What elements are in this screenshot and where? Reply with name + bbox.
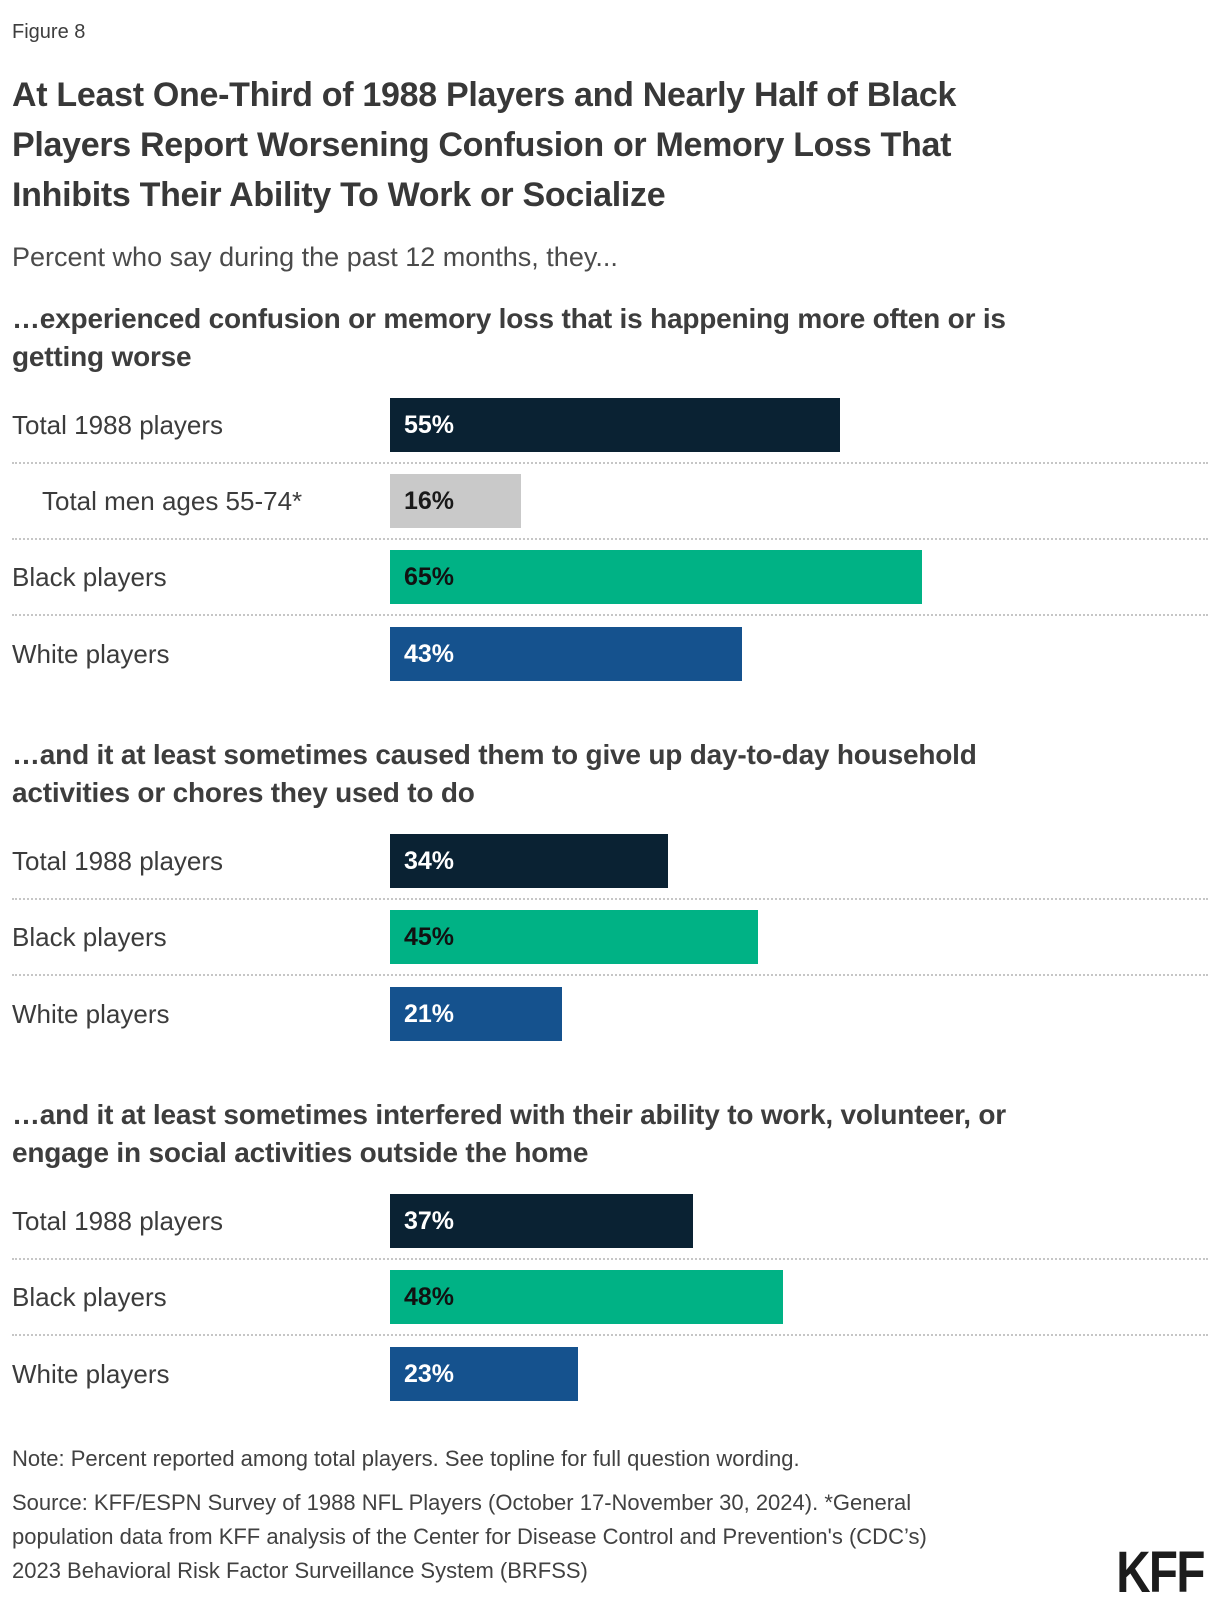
chart-row: Black players 65% <box>12 540 1208 616</box>
chart-row: White players 23% <box>12 1336 1208 1412</box>
row-category-label: Total 1988 players <box>12 1205 224 1236</box>
bar: 16% <box>390 474 521 528</box>
bar-value-label: 23% <box>404 1359 455 1388</box>
row-category-label: White players <box>12 1358 170 1389</box>
bar: 45% <box>390 910 759 964</box>
chart-row: Total 1988 players 37% <box>12 1184 1208 1260</box>
row-category-label: White players <box>12 638 170 669</box>
chart-row: Total 1988 players 55% <box>12 388 1208 464</box>
section-heading: …and it at least sometimes interfered wi… <box>12 1099 1006 1168</box>
bar-track: 21% <box>390 987 1208 1041</box>
bar-track: 34% <box>390 834 1208 888</box>
bar-track: 48% <box>390 1270 1208 1324</box>
chart-row: Total 1988 players 34% <box>12 824 1208 900</box>
bar-track: 65% <box>390 550 1208 604</box>
row-category-label: Black players <box>12 921 167 952</box>
row-category-label: White players <box>12 998 170 1029</box>
bar: 34% <box>390 834 669 888</box>
section-confusion-worsening: …experienced confusion or memory loss th… <box>12 300 1208 692</box>
row-category-label: Total men ages 55-74* <box>42 485 303 516</box>
chart-row: White players 43% <box>12 616 1208 692</box>
bar-group: Total 1988 players 34% Black players 45% Whi… <box>12 824 1208 1052</box>
bar-track: 43% <box>390 627 1208 681</box>
section-gave-up-chores: …and it at least sometimes caused them t… <box>12 736 1208 1052</box>
chart-row: Black players 45% <box>12 900 1208 976</box>
chart-row: White players 21% <box>12 976 1208 1052</box>
bar-track: 16% <box>390 474 1208 528</box>
bar-value-label: 43% <box>404 639 455 668</box>
row-category-label: Total 1988 players <box>12 409 224 440</box>
bar-track: 23% <box>390 1347 1208 1401</box>
bar-group: Total 1988 players 37% Black players 48% Whi… <box>12 1184 1208 1412</box>
bar-value-label: 16% <box>404 486 455 515</box>
bar: 55% <box>390 398 840 452</box>
bar: 37% <box>390 1194 693 1248</box>
row-category-label: Black players <box>12 1281 167 1312</box>
note-text: Note: Percent reported among total playe… <box>12 1446 800 1471</box>
section-interfered-work-social: …and it at least sometimes interfered wi… <box>12 1096 1208 1412</box>
section-heading: …experienced confusion or memory loss th… <box>12 303 1006 372</box>
chart-row: Total men ages 55-74* 16% <box>12 464 1208 540</box>
bar: 21% <box>390 987 562 1041</box>
source-text: Source: KFF/ESPN Survey of 1988 NFL Play… <box>12 1490 927 1583</box>
kff-logo: KFF <box>1116 1540 1205 1605</box>
chart-title: At Least One-Third of 1988 Players and N… <box>12 76 957 214</box>
bar-value-label: 55% <box>404 410 455 439</box>
bar: 65% <box>390 550 922 604</box>
figure-label: Figure 8 <box>12 21 86 43</box>
bar-track: 37% <box>390 1194 1208 1248</box>
bar-value-label: 65% <box>404 562 455 591</box>
bar-value-label: 45% <box>404 922 455 951</box>
bar: 43% <box>390 627 742 681</box>
chart-row: Black players 48% <box>12 1260 1208 1336</box>
bar-track: 55% <box>390 398 1208 452</box>
bar-track: 45% <box>390 910 1208 964</box>
bar-value-label: 34% <box>404 846 455 875</box>
row-category-label: Total 1988 players <box>12 845 224 876</box>
bar-group: Total 1988 players 55% Total men ages 55-7… <box>12 388 1208 692</box>
bar: 23% <box>390 1347 579 1401</box>
bar-value-label: 48% <box>404 1282 455 1311</box>
section-heading: …and it at least sometimes caused them t… <box>12 739 977 808</box>
chart-subtitle: Percent who say during the past 12 month… <box>12 242 618 272</box>
bar-value-label: 21% <box>404 999 455 1028</box>
bar: 48% <box>390 1270 783 1324</box>
row-category-label: Black players <box>12 561 167 592</box>
bar-value-label: 37% <box>404 1206 455 1235</box>
